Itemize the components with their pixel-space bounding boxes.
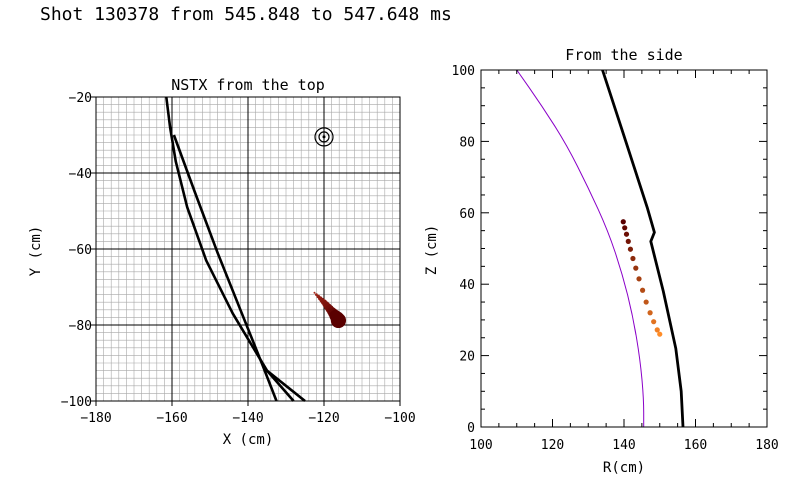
x-tick-label: 120 <box>541 438 564 453</box>
y-tick-label: −80 <box>69 319 92 334</box>
x-tick-label: 180 <box>755 438 778 453</box>
top-view-marker <box>314 127 334 147</box>
x-tick-label: −160 <box>156 411 187 426</box>
side-view-dot <box>657 331 663 337</box>
y-tick-label: 60 <box>459 207 475 222</box>
side-view-dot <box>623 231 630 237</box>
y-tick-label: 20 <box>459 350 475 365</box>
x-tick-label: 140 <box>612 438 635 453</box>
side-view-dots <box>620 219 663 337</box>
side-view-dot <box>627 246 634 252</box>
top-view-dots <box>313 291 347 329</box>
top-view-series <box>165 96 306 403</box>
y-tick-label: −20 <box>69 91 92 106</box>
top-view-frame <box>95 96 401 402</box>
plasma-boundary <box>516 69 645 427</box>
top-view-dot <box>330 312 347 329</box>
side-view-dot <box>643 299 649 305</box>
view-line-b <box>172 134 278 402</box>
side-view-dot <box>636 276 642 282</box>
x-tick-label: −180 <box>80 411 111 426</box>
x-tick-label: 100 <box>469 438 492 453</box>
top-view-ticks: −180 −160 −140 −120 −100 −100 −80 −60 −40 −20 <box>61 91 416 426</box>
side-view-title: From the side <box>565 46 682 64</box>
x-tick-label: −100 <box>384 411 415 426</box>
top-view-chart: −180 −160 −140 −120 −100 −100 −80 −60 −40 −20 NST… <box>28 76 416 448</box>
side-view-dot <box>622 225 628 231</box>
y-tick-label: −100 <box>61 395 92 410</box>
y-tick-label: 100 <box>452 64 475 79</box>
side-view-xlabel: R(cm) <box>603 460 645 476</box>
side-view-dot <box>654 327 660 333</box>
x-tick-label: −120 <box>308 411 339 426</box>
side-view-dot <box>630 255 636 262</box>
view-line-c <box>266 369 306 403</box>
side-view-series <box>516 69 685 428</box>
beam-target-inner-ring <box>318 131 330 143</box>
top-view-title: NSTX from the top <box>171 76 325 94</box>
beam-target-center-dot <box>322 135 326 139</box>
side-view-dot <box>633 265 639 271</box>
side-view-chart: 100 120 140 160 180 0 20 40 60 80 100 From the sid… <box>424 46 779 476</box>
x-tick-label: 160 <box>684 438 707 453</box>
beam-target-outer-ring <box>314 127 334 147</box>
side-view-ticks: 100 120 140 160 180 0 20 40 60 80 100 <box>452 64 779 453</box>
top-view-major-grid <box>96 97 400 401</box>
y-tick-label: −60 <box>69 243 92 258</box>
side-view-dot <box>620 219 626 225</box>
vessel-boundary <box>601 69 685 428</box>
y-tick-label: 0 <box>467 421 475 436</box>
x-tick-label: −140 <box>232 411 263 426</box>
y-tick-label: 40 <box>459 278 475 293</box>
side-view-dot <box>625 238 631 244</box>
top-view-ylabel: Y (cm) <box>28 226 44 277</box>
side-view-dot <box>639 287 646 293</box>
y-tick-label: 80 <box>459 135 475 150</box>
side-view-dot <box>651 319 657 325</box>
side-view-dot <box>647 310 653 316</box>
shot-title: Shot 130378 from 545.848 to 547.648 ms <box>40 4 452 25</box>
side-view-frame <box>480 69 768 428</box>
side-view-ylabel: Z (cm) <box>424 225 440 276</box>
top-view-xlabel: X (cm) <box>223 432 274 448</box>
top-view-dot <box>313 291 316 294</box>
y-tick-label: −40 <box>69 167 92 182</box>
